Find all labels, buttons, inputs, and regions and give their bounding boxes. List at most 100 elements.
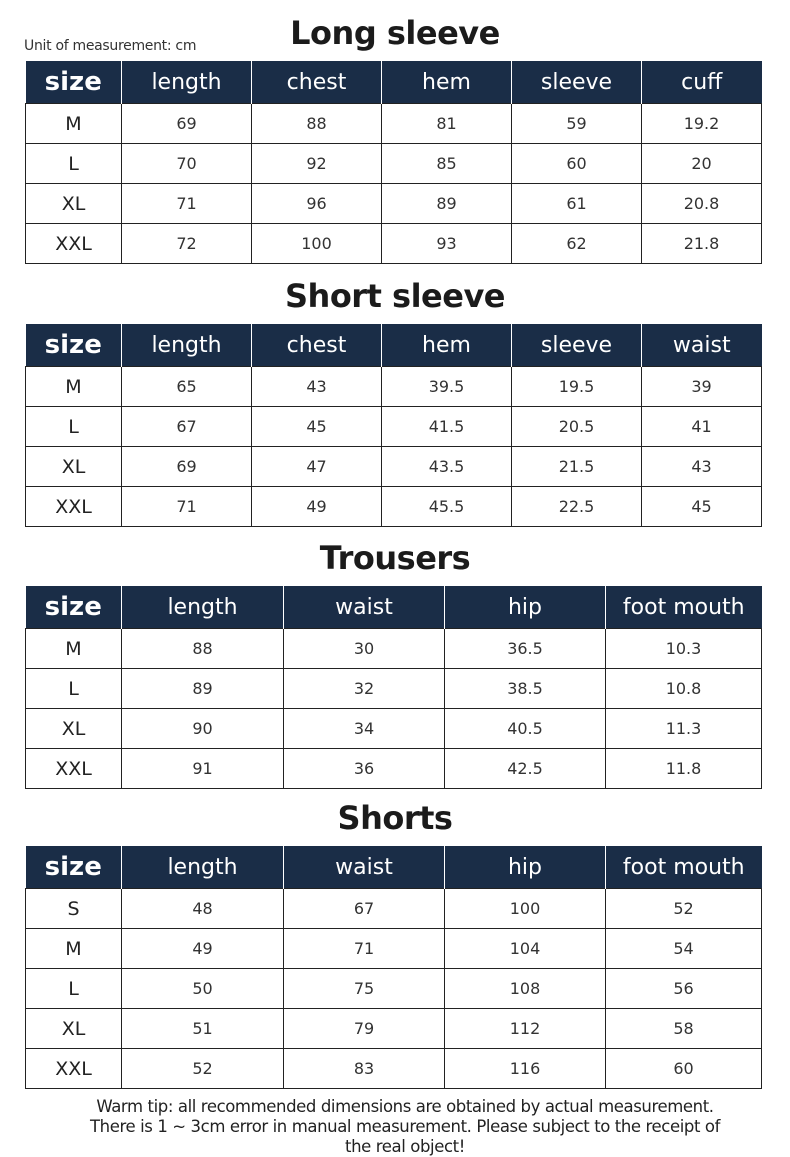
value-cell: 36.5 [444, 628, 606, 669]
value-cell: 10.8 [605, 668, 762, 709]
column-header: hip [444, 846, 606, 889]
table-title: Long sleeve [290, 14, 500, 52]
value-cell: 45 [251, 406, 382, 447]
value-cell: 20 [641, 143, 762, 184]
value-cell: 41 [641, 406, 762, 447]
size-cell: XL [25, 446, 122, 487]
value-cell: 43 [641, 446, 762, 487]
column-header: length [121, 586, 284, 629]
table-row: XXL 71 49 45.5 22.5 45 [25, 486, 762, 527]
column-header: waist [641, 324, 762, 367]
table-title: Short sleeve [284, 277, 506, 315]
value-cell: 104 [444, 928, 606, 969]
column-header: hip [444, 586, 606, 629]
unit-label: Unit of measurement: cm [24, 38, 197, 54]
value-cell: 100 [444, 888, 606, 929]
size-cell: L [25, 668, 122, 709]
size-cell: M [25, 366, 122, 407]
column-header: length [121, 324, 252, 367]
warm-tip: Warm tip: all recommended dimensions are… [40, 1097, 770, 1157]
table-row: XL 90 34 40.5 11.3 [25, 708, 762, 749]
value-cell: 21.5 [511, 446, 642, 487]
value-cell: 92 [251, 143, 382, 184]
value-cell: 65 [121, 366, 252, 407]
table-row: XL 71 96 89 61 20.8 [25, 183, 762, 224]
value-cell: 54 [605, 928, 762, 969]
table-row: XL 51 79 112 58 [25, 1008, 762, 1049]
value-cell: 20.5 [511, 406, 642, 447]
value-cell: 52 [121, 1048, 284, 1089]
size-cell: L [25, 406, 122, 447]
value-cell: 90 [121, 708, 284, 749]
value-cell: 41.5 [381, 406, 512, 447]
column-header: waist [283, 846, 445, 889]
size-cell: XXL [25, 748, 122, 789]
column-header: sleeve [511, 324, 642, 367]
header-row: size length chest hem sleeve cuff [25, 61, 762, 104]
value-cell: 71 [283, 928, 445, 969]
tip-line-1: Warm tip: all recommended dimensions are… [96, 1097, 714, 1116]
value-cell: 75 [283, 968, 445, 1009]
value-cell: 60 [511, 143, 642, 184]
value-cell: 56 [605, 968, 762, 1009]
value-cell: 59 [511, 103, 642, 144]
value-cell: 49 [121, 928, 284, 969]
value-cell: 69 [121, 446, 252, 487]
table-row: M 69 88 81 59 19.2 [25, 103, 762, 144]
value-cell: 20.8 [641, 183, 762, 224]
value-cell: 39 [641, 366, 762, 407]
column-header: foot mouth [605, 586, 762, 629]
value-cell: 81 [381, 103, 512, 144]
column-header: size [25, 324, 122, 367]
table-row: M 88 30 36.5 10.3 [25, 628, 762, 669]
table-row: L 70 92 85 60 20 [25, 143, 762, 184]
value-cell: 71 [121, 183, 252, 224]
table-row: M 49 71 104 54 [25, 928, 762, 969]
size-cell: L [25, 968, 122, 1009]
value-cell: 10.3 [605, 628, 762, 669]
column-header: foot mouth [605, 846, 762, 889]
value-cell: 70 [121, 143, 252, 184]
value-cell: 58 [605, 1008, 762, 1049]
column-header: chest [251, 61, 382, 104]
value-cell: 116 [444, 1048, 606, 1089]
column-header: size [25, 586, 122, 629]
tip-line-2: There is 1 ~ 3cm error in manual measure… [90, 1117, 720, 1136]
size-cell: M [25, 628, 122, 669]
column-header: size [25, 61, 122, 104]
table-row: XL 69 47 43.5 21.5 43 [25, 446, 762, 487]
value-cell: 39.5 [381, 366, 512, 407]
column-header: length [121, 61, 252, 104]
value-cell: 40.5 [444, 708, 606, 749]
size-cell: XL [25, 1008, 122, 1049]
table-row: L 89 32 38.5 10.8 [25, 668, 762, 709]
value-cell: 88 [251, 103, 382, 144]
value-cell: 88 [121, 628, 284, 669]
column-header: cuff [641, 61, 762, 104]
value-cell: 61 [511, 183, 642, 224]
size-cell: XL [25, 183, 122, 224]
value-cell: 112 [444, 1008, 606, 1049]
value-cell: 38.5 [444, 668, 606, 709]
value-cell: 21.8 [641, 223, 762, 264]
value-cell: 36 [283, 748, 445, 789]
size-cell: XL [25, 708, 122, 749]
column-header: chest [251, 324, 382, 367]
value-cell: 89 [381, 183, 512, 224]
value-cell: 62 [511, 223, 642, 264]
size-table: size length waist hip foot mouth S 48 67 100 52 M 4… [25, 846, 762, 1089]
value-cell: 22.5 [511, 486, 642, 527]
value-cell: 32 [283, 668, 445, 709]
value-cell: 52 [605, 888, 762, 929]
column-header: size [25, 846, 122, 889]
column-header: hem [381, 324, 512, 367]
value-cell: 48 [121, 888, 284, 929]
value-cell: 71 [121, 486, 252, 527]
column-header: waist [283, 586, 445, 629]
size-cell: M [25, 103, 122, 144]
table-row: L 50 75 108 56 [25, 968, 762, 1009]
value-cell: 67 [121, 406, 252, 447]
table-row: S 48 67 100 52 [25, 888, 762, 929]
value-cell: 96 [251, 183, 382, 224]
value-cell: 51 [121, 1008, 284, 1049]
